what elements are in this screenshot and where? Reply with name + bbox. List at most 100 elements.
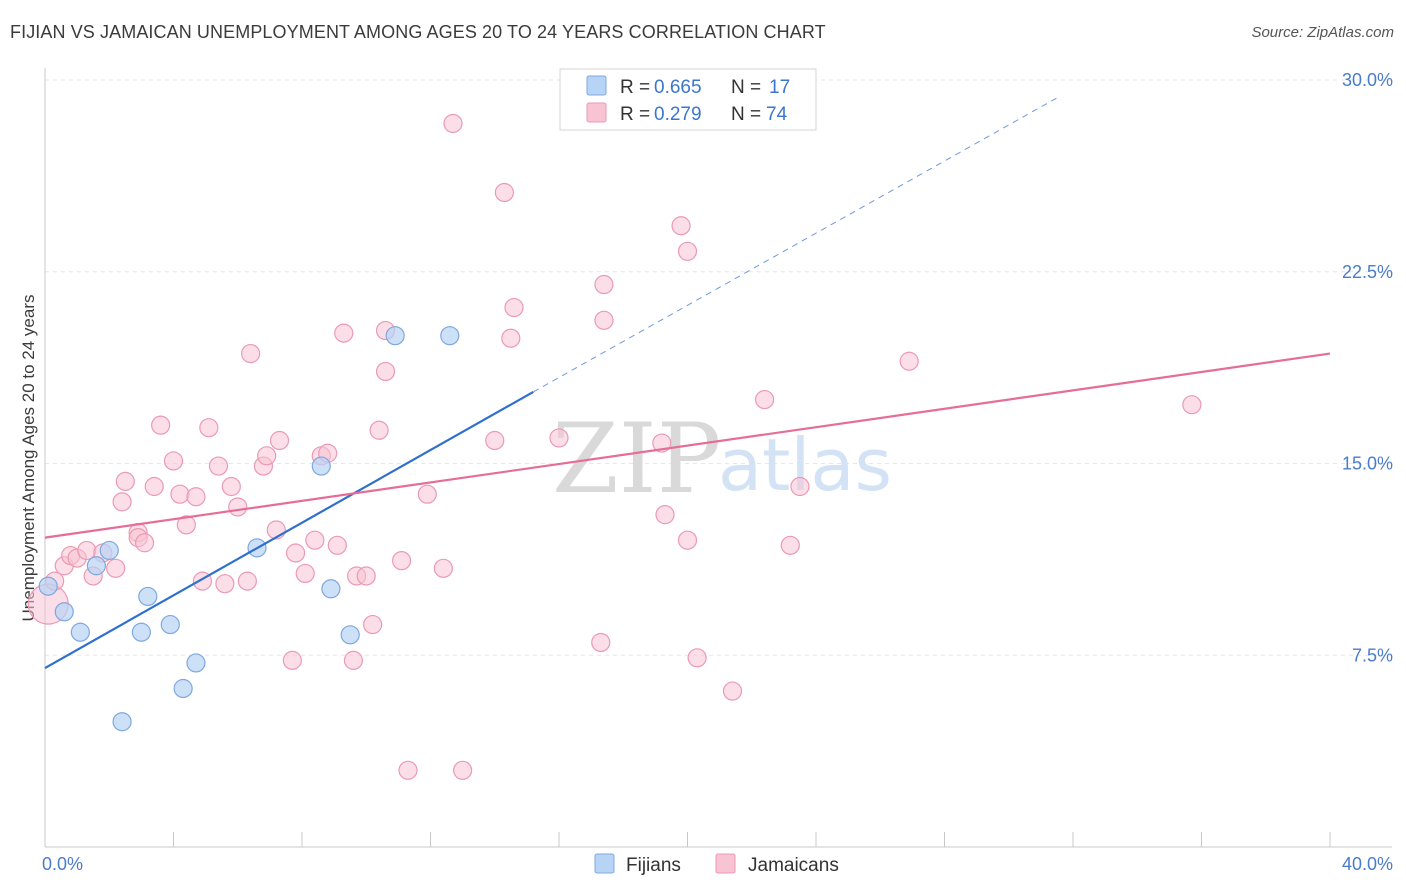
jamaican-point [494, 182, 514, 203]
jamaican-point [269, 430, 290, 451]
jamaican-point [208, 456, 229, 476]
jamaican-point [754, 389, 775, 410]
bottom-swatch-jamaicans [715, 853, 736, 874]
jamaican-point [305, 530, 325, 550]
source-credit: Source: ZipAtlas.com [1251, 24, 1394, 41]
fijian-point [138, 586, 158, 607]
y-tick-labels: 7.5% 15.0% 22.5% 30.0% [1342, 70, 1393, 665]
jamaican-point [106, 558, 126, 578]
fijians-trend-line [44, 390, 534, 669]
x-tick-labels: 0.0% 40.0% [42, 854, 1393, 874]
chart-title: FIJIAN VS JAMAICAN UNEMPLOYMENT AMONG AG… [10, 22, 826, 42]
axes [44, 68, 1392, 848]
jamaican-point [77, 540, 97, 561]
legend-n-label-jamaicans: N = [731, 104, 761, 125]
jamaican-point [1182, 395, 1202, 415]
legend-n-value-fijians: 17 [769, 77, 790, 98]
jamaican-point [363, 614, 383, 635]
jamaican-point [257, 446, 277, 466]
y-axis-label: Unemployment Among Ages 20 to 24 years [19, 295, 38, 622]
jamaican-point [241, 343, 261, 364]
legend-swatch-fijians [586, 75, 607, 96]
fijian-point [70, 622, 90, 642]
jamaican-point [687, 648, 707, 668]
jamaican-point [112, 492, 132, 512]
fijian-point [160, 614, 180, 635]
jamaican-point [899, 351, 919, 371]
legend-r-value-fijians: 0.665 [654, 77, 702, 98]
jamaican-point [199, 418, 219, 438]
jamaican-point [671, 216, 691, 236]
fijian-point [340, 625, 360, 645]
jamaican-point [186, 487, 206, 507]
jamaican-point [151, 415, 171, 435]
jamaicans-trend-line [44, 352, 1331, 539]
series-legend: Fijians Jamaicans [594, 853, 839, 876]
bottom-label-jamaicans: Jamaicans [748, 855, 839, 876]
jamaican-point [369, 420, 389, 440]
y-tick-label-0: 7.5% [1352, 645, 1393, 665]
fijian-point [54, 602, 74, 622]
legend-swatch-jamaicans [586, 102, 607, 123]
jamaican-point [453, 760, 473, 780]
jamaican-point [433, 558, 453, 578]
fijian-point [99, 540, 119, 561]
jamaican-point [176, 515, 196, 535]
fijian-point [131, 622, 151, 642]
jamaican-point [343, 650, 363, 670]
bottom-label-fijians: Fijians [626, 855, 681, 876]
jamaican-point [780, 535, 800, 555]
jamaican-point [144, 476, 164, 497]
jamaican-point [549, 428, 569, 448]
jamaican-point [655, 505, 675, 525]
jamaican-point [501, 328, 521, 348]
grid-lines [45, 79, 1392, 656]
fijian-point [440, 326, 460, 346]
legend-r-label-jamaicans: R = [620, 104, 650, 125]
jamaican-point [790, 476, 810, 497]
jamaican-point [221, 476, 241, 497]
jamaican-point [215, 574, 235, 594]
fijian-point [173, 678, 193, 699]
jamaican-point [356, 566, 376, 586]
jamaican-point [327, 535, 347, 555]
fijians-trend-extension [533, 97, 1058, 393]
jamaican-point [504, 297, 524, 318]
jamaican-point [677, 530, 698, 550]
legend-r-value-jamaicans: 0.279 [654, 104, 702, 125]
jamaican-point [115, 471, 135, 491]
bottom-swatch-fijians [594, 853, 615, 874]
jamaican-point [485, 430, 505, 451]
x-tick-label-0: 0.0% [42, 854, 83, 874]
fijian-point [311, 456, 331, 476]
jamaican-point [391, 551, 412, 571]
y-tick-label-3: 30.0% [1342, 70, 1393, 90]
jamaican-point [282, 650, 302, 670]
jamaican-point [295, 563, 315, 584]
jamaican-point [170, 484, 190, 504]
jamaican-point [237, 571, 257, 591]
y-tick-label-1: 15.0% [1342, 454, 1393, 474]
jamaican-point [417, 484, 437, 504]
correlation-legend: R = 0.665 N = 17 R = 0.279 N = 74 [559, 68, 817, 131]
fijian-point [321, 579, 341, 599]
fijian-point [86, 556, 107, 576]
jamaican-point [285, 543, 306, 563]
fijian-point [186, 653, 206, 673]
jamaican-point [134, 533, 155, 553]
fijian-point [112, 712, 132, 732]
jamaican-point [163, 451, 184, 471]
jamaican-point [375, 361, 396, 382]
x-tick-label-1: 40.0% [1342, 854, 1393, 874]
fijian-point [38, 576, 58, 596]
trend-lines [44, 97, 1331, 669]
legend-r-label-fijians: R = [620, 77, 650, 98]
jamaican-point [334, 323, 354, 343]
jamaican-point [594, 310, 614, 330]
watermark-zip: ZIP [552, 403, 721, 515]
jamaican-point [677, 241, 698, 261]
legend-n-label-fijians: N = [731, 77, 761, 98]
jamaican-point [591, 632, 611, 653]
jamaican-point [398, 760, 418, 780]
